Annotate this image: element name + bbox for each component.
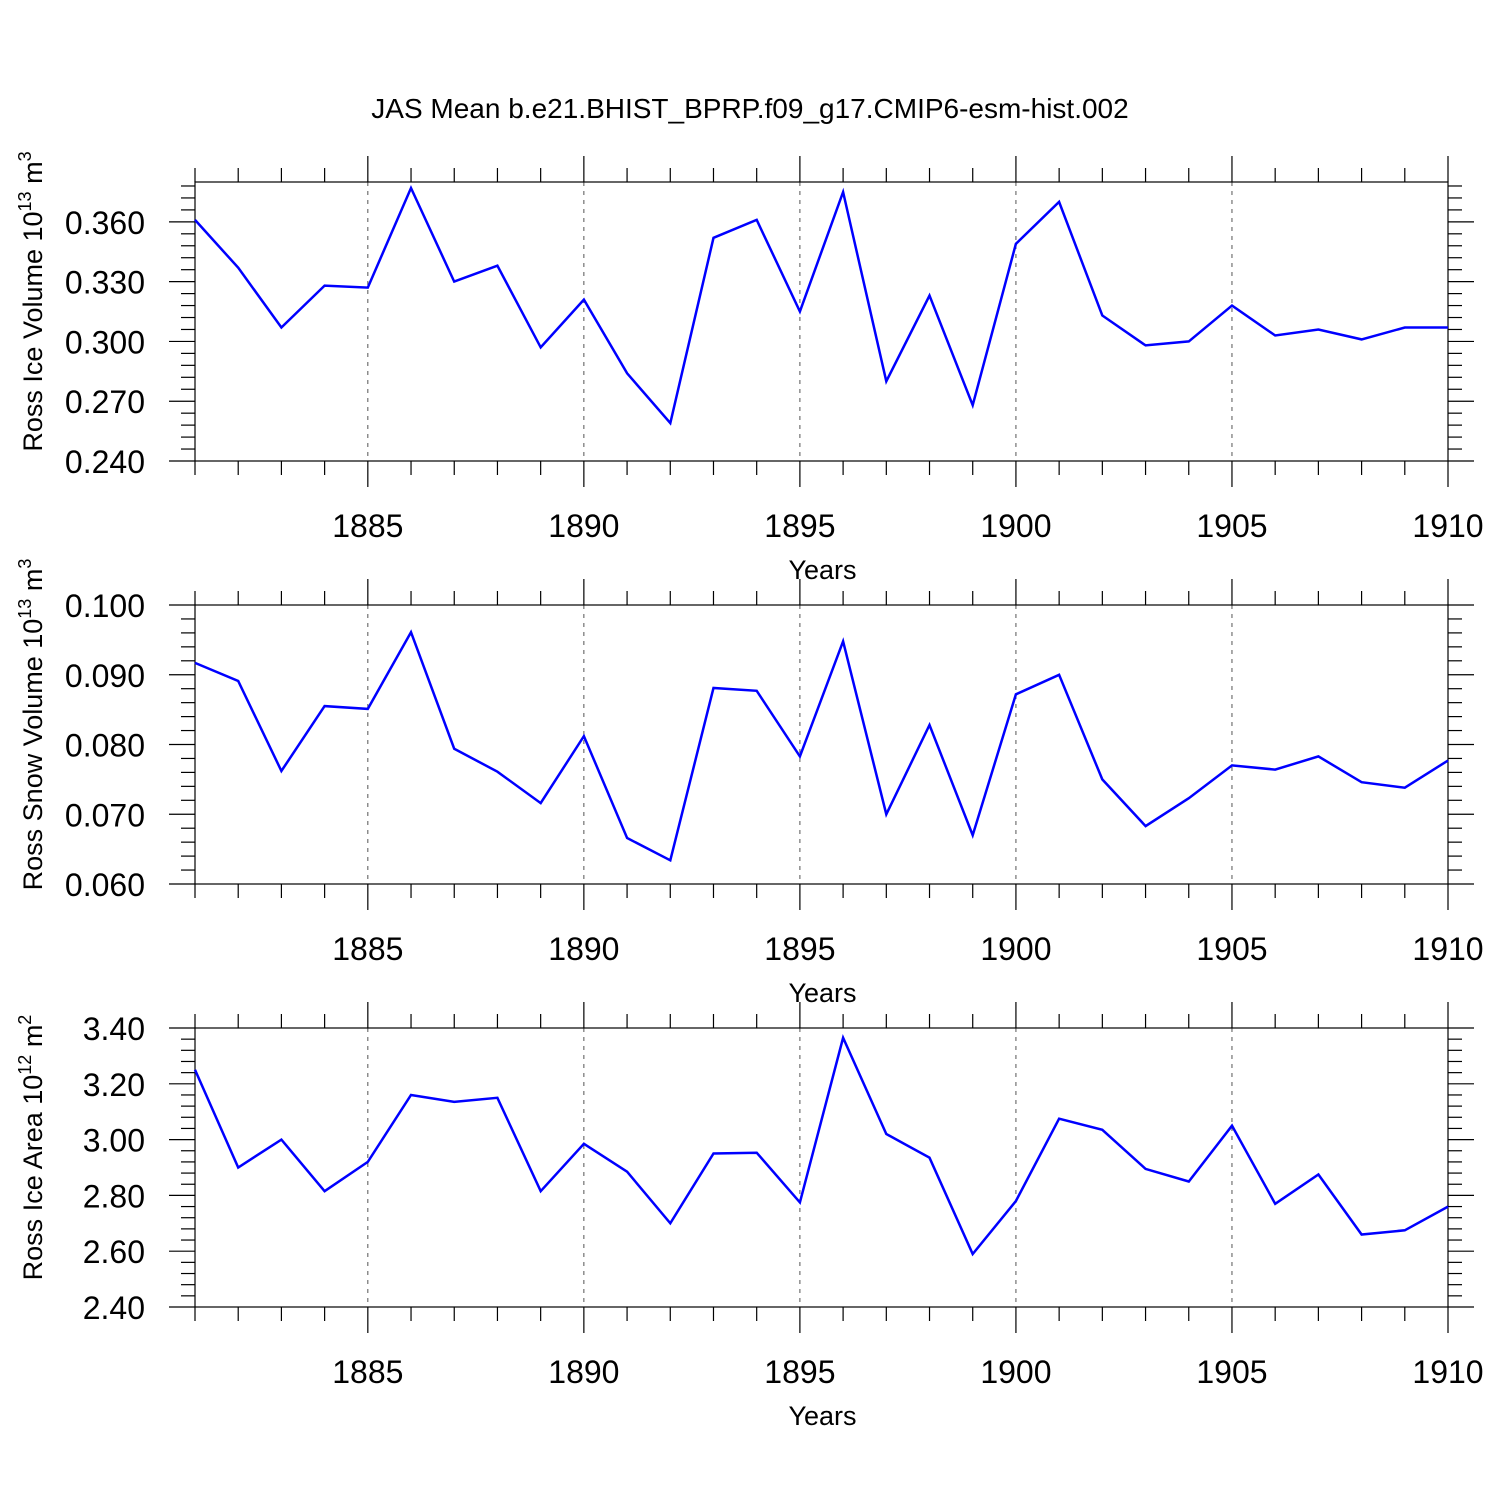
y-tick-label: 2.80 (83, 1178, 145, 1214)
x-tick-label: 1910 (1412, 1354, 1483, 1390)
panel-1: 1885 1890 1895 1900 1905 1910 0.240 0.270 0.300 0… (15, 151, 1484, 585)
x-tick-label: 1890 (548, 508, 619, 544)
y-tick-label: 0.270 (65, 384, 145, 420)
series-line (193, 1034, 1449, 1257)
x-tick-label: 1900 (980, 508, 1051, 544)
y-tick-label: 0.080 (65, 728, 145, 764)
x-tick-label: 1910 (1412, 508, 1483, 544)
y-tick-label: 2.60 (83, 1234, 145, 1270)
x-axis-title: Years (788, 555, 856, 585)
plot-frame (194, 181, 1449, 462)
x-tick-label: 1885 (332, 1354, 403, 1390)
x-axis-title: Years (788, 978, 856, 1008)
y-tick-label: 3.40 (83, 1011, 145, 1047)
plot-frame (194, 1027, 1449, 1308)
x-tick-label: 1895 (764, 931, 835, 967)
x-tick-label: 1885 (332, 508, 403, 544)
y-tick-label: 0.070 (65, 797, 145, 833)
y-tick-label: 0.090 (65, 658, 145, 694)
y-tick-label: 3.20 (83, 1067, 145, 1103)
panel-3: 1885 1890 1895 1900 1905 1910 2.40 2.60 2.80 3.00… (15, 1002, 1484, 1431)
series-line (194, 629, 1449, 863)
x-tick-label: 1900 (980, 931, 1051, 967)
y-tick-label: 0.060 (65, 867, 145, 903)
y-axis-title: Ross Ice Area 1012 m2 (15, 1015, 48, 1281)
main-title: JAS Mean b.e21.BHIST_BPRP.f09_g17.CMIP6-… (371, 93, 1128, 124)
y-tick-label: 0.300 (65, 324, 145, 360)
y-tick-label: 0.240 (65, 444, 145, 480)
x-tick-label: 1905 (1196, 931, 1267, 967)
y-axis-title: Ross Ice Volume 1013 m3 (15, 151, 48, 451)
x-tick-label: 1905 (1196, 1354, 1267, 1390)
plot-frame (194, 604, 1449, 885)
x-tick-label: 1890 (548, 1354, 619, 1390)
x-tick-label: 1905 (1196, 508, 1267, 544)
y-tick-label: 2.40 (83, 1290, 145, 1326)
x-axis-title: Years (788, 1401, 856, 1431)
x-tick-label: 1885 (332, 931, 403, 967)
panel-2: 1885 1890 1895 1900 1905 1910 0.060 0.070 0.080 0… (15, 559, 1484, 1008)
y-tick-label: 0.330 (65, 265, 145, 301)
y-tick-label: 0.100 (65, 588, 145, 624)
y-tick-label: 3.00 (83, 1123, 145, 1159)
x-tick-label: 1900 (980, 1354, 1051, 1390)
y-axis-title: Ross Snow Volume 1013 m3 (15, 559, 48, 891)
series-line (194, 184, 1448, 426)
x-tick-label: 1910 (1412, 931, 1483, 967)
x-tick-label: 1895 (764, 1354, 835, 1390)
x-tick-label: 1890 (548, 931, 619, 967)
x-tick-label: 1895 (764, 508, 835, 544)
y-tick-label: 0.360 (65, 205, 145, 241)
